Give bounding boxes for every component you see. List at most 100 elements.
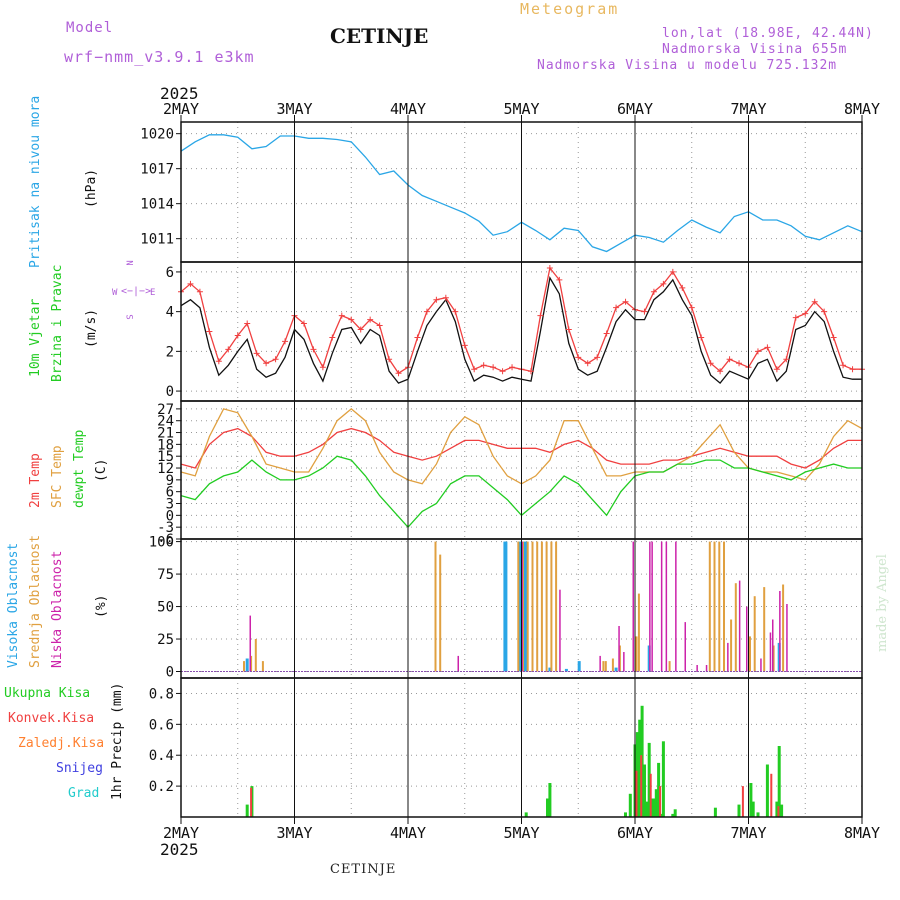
temperature-ytick-label: 27 (157, 402, 174, 418)
pressure-panel: 1011 1014 1017 1020 (140, 121, 863, 263)
temperature-ytick-label: 3 (166, 497, 174, 513)
precip-bar-1 (741, 786, 744, 817)
wind-gust-marker (509, 364, 516, 371)
cloud-bar-1 (517, 541, 520, 672)
cloud-bar-1 (604, 661, 607, 672)
wind-gust-marker (830, 334, 837, 341)
footer-station: CETINJE (330, 862, 397, 877)
wind-gust-marker (613, 304, 620, 311)
wind-gust-marker (594, 354, 601, 361)
cloud-bar-1 (713, 541, 716, 672)
cloud-bar-1 (718, 541, 721, 672)
day-label-top: 8MAY (844, 100, 880, 118)
cloud-bar-2 (457, 655, 459, 672)
wind-gust-marker (414, 334, 421, 341)
wind-ytick-label: 2 (166, 344, 174, 360)
cloud-bar-2 (623, 652, 625, 672)
precip-bar-1 (649, 773, 652, 817)
wind-gust-marker (792, 314, 799, 321)
wind-gust-marker (584, 360, 591, 367)
wind-gust-marker (527, 368, 534, 375)
day-label-top: 7MAY (730, 100, 766, 118)
wind-gust-marker (338, 312, 345, 319)
wind-gust-marker (452, 308, 459, 315)
cloud-bar-2 (660, 541, 663, 672)
cloud-ytick-label: 75 (157, 567, 174, 583)
wind-gust-marker (357, 326, 364, 333)
precip-bar-0 (524, 812, 528, 817)
temperature-ytick-label: 0 (166, 508, 174, 524)
precip-bar-0 (671, 813, 675, 817)
cloud-bar-2 (760, 658, 762, 672)
cloud-bar-1 (635, 636, 638, 672)
day-label-bottom: 8MAY (844, 824, 880, 842)
wind-gust-marker (490, 364, 497, 371)
wind-gust-marker (282, 338, 289, 345)
cloud-bar-1 (668, 661, 671, 672)
wind-gust-marker (717, 368, 724, 375)
precip-bar-0 (749, 783, 753, 817)
wind-gust-marker (556, 276, 563, 283)
model-elevation-text: Nadmorska Visina u modelu 725.132m (537, 58, 838, 73)
pressure-ytick-label: 1011 (140, 232, 174, 248)
temperature-ytick-label: -3 (157, 520, 174, 536)
day-label-top: 5MAY (503, 100, 539, 118)
precip-bar-0 (647, 742, 651, 817)
wind-gust-marker (821, 308, 828, 315)
pressure-ytick-label: 1017 (140, 162, 174, 178)
wind-gust-marker (736, 360, 743, 367)
cloud-bar-0 (504, 541, 508, 672)
precip-bar-0 (661, 741, 665, 817)
wind-gust-marker (395, 370, 402, 377)
cloud-bar-2 (559, 589, 561, 672)
wind-gust-marker (376, 322, 383, 329)
cloud-bar-2 (249, 615, 251, 672)
year-top: 2025 (160, 84, 199, 103)
temperature-ytick-label: 15 (157, 449, 174, 465)
wind-gust-marker (688, 304, 695, 311)
precip-legend-conv: Konvek.Kisa (8, 711, 95, 726)
wind-ytick-label: 0 (166, 384, 174, 400)
meteogram-label: Meteogram (520, 0, 620, 18)
cloud-bar-2 (738, 580, 741, 672)
cloud-bar-1 (531, 541, 534, 672)
wind-gust-marker (196, 288, 203, 295)
cloud-bar-1 (545, 541, 548, 672)
cloud-bar-1 (602, 661, 605, 672)
wind-gust-marker (234, 332, 241, 339)
wind-gust-marker (641, 308, 648, 315)
cloud-bar-1 (782, 584, 785, 672)
cloud-bar-2 (632, 541, 634, 672)
wind-gust-marker (773, 366, 780, 373)
wind-gust-marker (442, 294, 449, 301)
cloud-bar-1 (522, 541, 524, 672)
precip-bar-0 (713, 807, 717, 817)
precip-bar-0 (657, 762, 661, 817)
compass-rose: N W <−|−> E S (112, 258, 155, 328)
cloud-bar-2 (727, 642, 729, 672)
cloud-bar-2 (696, 665, 698, 672)
cloud-bar-2 (521, 541, 523, 672)
cloud-bar-0 (548, 667, 552, 672)
precip-bar-0 (765, 764, 769, 817)
wind-gust-marker (603, 330, 610, 337)
station-title: CETINJE (330, 24, 429, 48)
pressure-ytick-label: 1014 (140, 197, 174, 213)
wind-gust-marker (244, 320, 251, 327)
precip-bar-0 (546, 798, 549, 817)
wind-gust-marker (423, 308, 430, 315)
precip-bar-0 (624, 812, 627, 817)
wind-gust-marker (650, 288, 657, 295)
day-label-bottom: 5MAY (503, 824, 539, 842)
cloud-bar-1 (526, 541, 529, 672)
temperature-ytick-label: 12 (157, 461, 174, 477)
precip-bar-0 (654, 789, 658, 817)
cloud-bar-1 (536, 541, 539, 672)
wind-gust-marker (329, 334, 336, 341)
cloud-bar-2 (786, 604, 788, 672)
cloud-bar-0 (577, 661, 581, 672)
precip-bar-0 (777, 746, 781, 817)
precip-bar-0 (245, 804, 249, 817)
precip-bar-0 (737, 804, 741, 817)
